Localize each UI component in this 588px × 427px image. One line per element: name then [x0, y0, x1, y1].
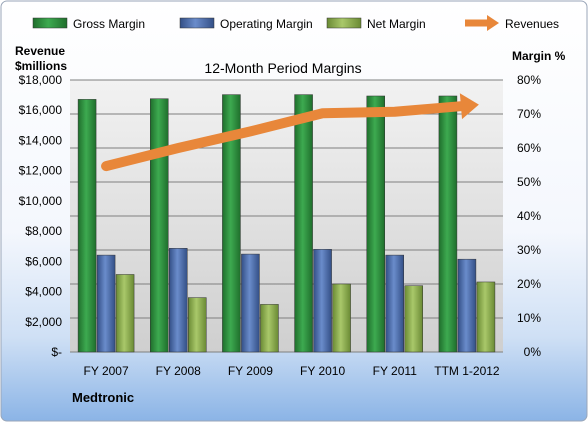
x-tick-label: TTM 1-2012 — [434, 364, 500, 378]
y-right-tick-label: 80% — [517, 73, 541, 87]
y-right-tick-label: 50% — [517, 175, 541, 189]
legend-arrow-revenues — [487, 15, 499, 31]
bar-operating-margin-ttm-1-2012 — [457, 258, 477, 353]
y-left-ticks: $- $2,000 $4,000 $6,000 $8,000 $10,000 $12,000… — [19, 73, 63, 359]
y-left-label-line2: $millions — [15, 59, 67, 73]
y-right-tick-label: 0% — [524, 345, 542, 359]
y-left-tick-label: $10,000 — [19, 194, 63, 208]
x-tick-label: FY 2008 — [156, 364, 201, 378]
bar-net-margin-fy-2010 — [332, 283, 351, 353]
y-left-tick-label: $6,000 — [25, 254, 62, 268]
revenue-series-line — [101, 101, 466, 172]
y-right-tick-label: 60% — [517, 141, 541, 155]
bar-gross-margin-fy-2008 — [150, 98, 169, 353]
legend-label-net-margin: Net Margin — [367, 17, 426, 31]
bar-operating-margin-fy-2011 — [385, 254, 404, 353]
bar-net-margin-fy-2008 — [188, 297, 207, 353]
x-tick-label: FY 2009 — [228, 364, 273, 378]
bar-net-margin-ttm-1-2012 — [476, 281, 496, 353]
bar-operating-margin-fy-2010 — [313, 249, 332, 353]
bar-operating-margin-fy-2007 — [96, 254, 116, 353]
y-left-tick-label: $18,000 — [19, 73, 63, 87]
y-left-tick-label: $- — [51, 345, 62, 359]
y-left-label-line1: Revenue — [15, 44, 65, 58]
gridlines — [70, 79, 503, 353]
y-right-label: Margin % — [512, 49, 566, 63]
y-right-tick-label: 30% — [517, 243, 541, 257]
y-right-tick-label: 40% — [517, 209, 541, 223]
y-right-tick-label: 10% — [517, 311, 541, 325]
y-right-ticks: 0% 10% 20% 30% 40% 50% 60% 70% 80% — [517, 73, 541, 359]
y-left-tick-label: $8,000 — [25, 224, 62, 238]
revenue-arrowhead — [459, 93, 479, 120]
bar-gross-margin-fy-2009 — [222, 94, 241, 353]
bar-operating-margin-fy-2008 — [169, 248, 188, 353]
legend: Gross Margin Operating Margin Net Margin Re… — [32, 15, 559, 31]
revenue-line — [101, 93, 479, 172]
bar-gross-margin-fy-2007 — [77, 99, 97, 353]
bar-operating-margin-fy-2009 — [241, 253, 260, 353]
legend-label-operating-margin: Operating Margin — [220, 17, 313, 31]
chart-title: 12-Month Period Margins — [204, 60, 361, 76]
company-label: Medtronic — [72, 390, 134, 405]
bar-net-margin-fy-2009 — [260, 304, 279, 353]
y-left-tick-label: $16,000 — [19, 103, 63, 117]
x-tick-label: FY 2011 — [373, 364, 418, 378]
x-tick-label: FY 2010 — [300, 364, 345, 378]
y-right-tick-label: 20% — [517, 277, 541, 291]
bar-gross-margin-fy-2011 — [366, 95, 385, 353]
legend-swatch-gross-margin — [32, 17, 68, 29]
x-ticks: FY 2007 FY 2008 FY 2009 FY 2010 FY 2011 TTM 1… — [84, 364, 500, 378]
legend-swatch-net-margin — [326, 17, 362, 29]
y-left-tick-label: $2,000 — [25, 315, 62, 329]
bar-gross-margin-fy-2010 — [294, 94, 313, 353]
bar-gross-margin-ttm-1-2012 — [438, 95, 458, 353]
legend-label-revenues: Revenues — [505, 17, 559, 31]
y-left-tick-label: $4,000 — [25, 285, 62, 299]
legend-label-gross-margin: Gross Margin — [73, 17, 145, 31]
y-right-tick-label: 70% — [517, 107, 541, 121]
x-tick-label: FY 2007 — [84, 364, 129, 378]
legend-swatch-operating-margin — [179, 17, 215, 29]
bars — [77, 94, 496, 353]
y-left-tick-label: $12,000 — [19, 164, 63, 178]
bar-net-margin-fy-2007 — [115, 274, 135, 353]
bar-net-margin-fy-2011 — [404, 285, 423, 353]
y-left-tick-label: $14,000 — [19, 133, 63, 147]
